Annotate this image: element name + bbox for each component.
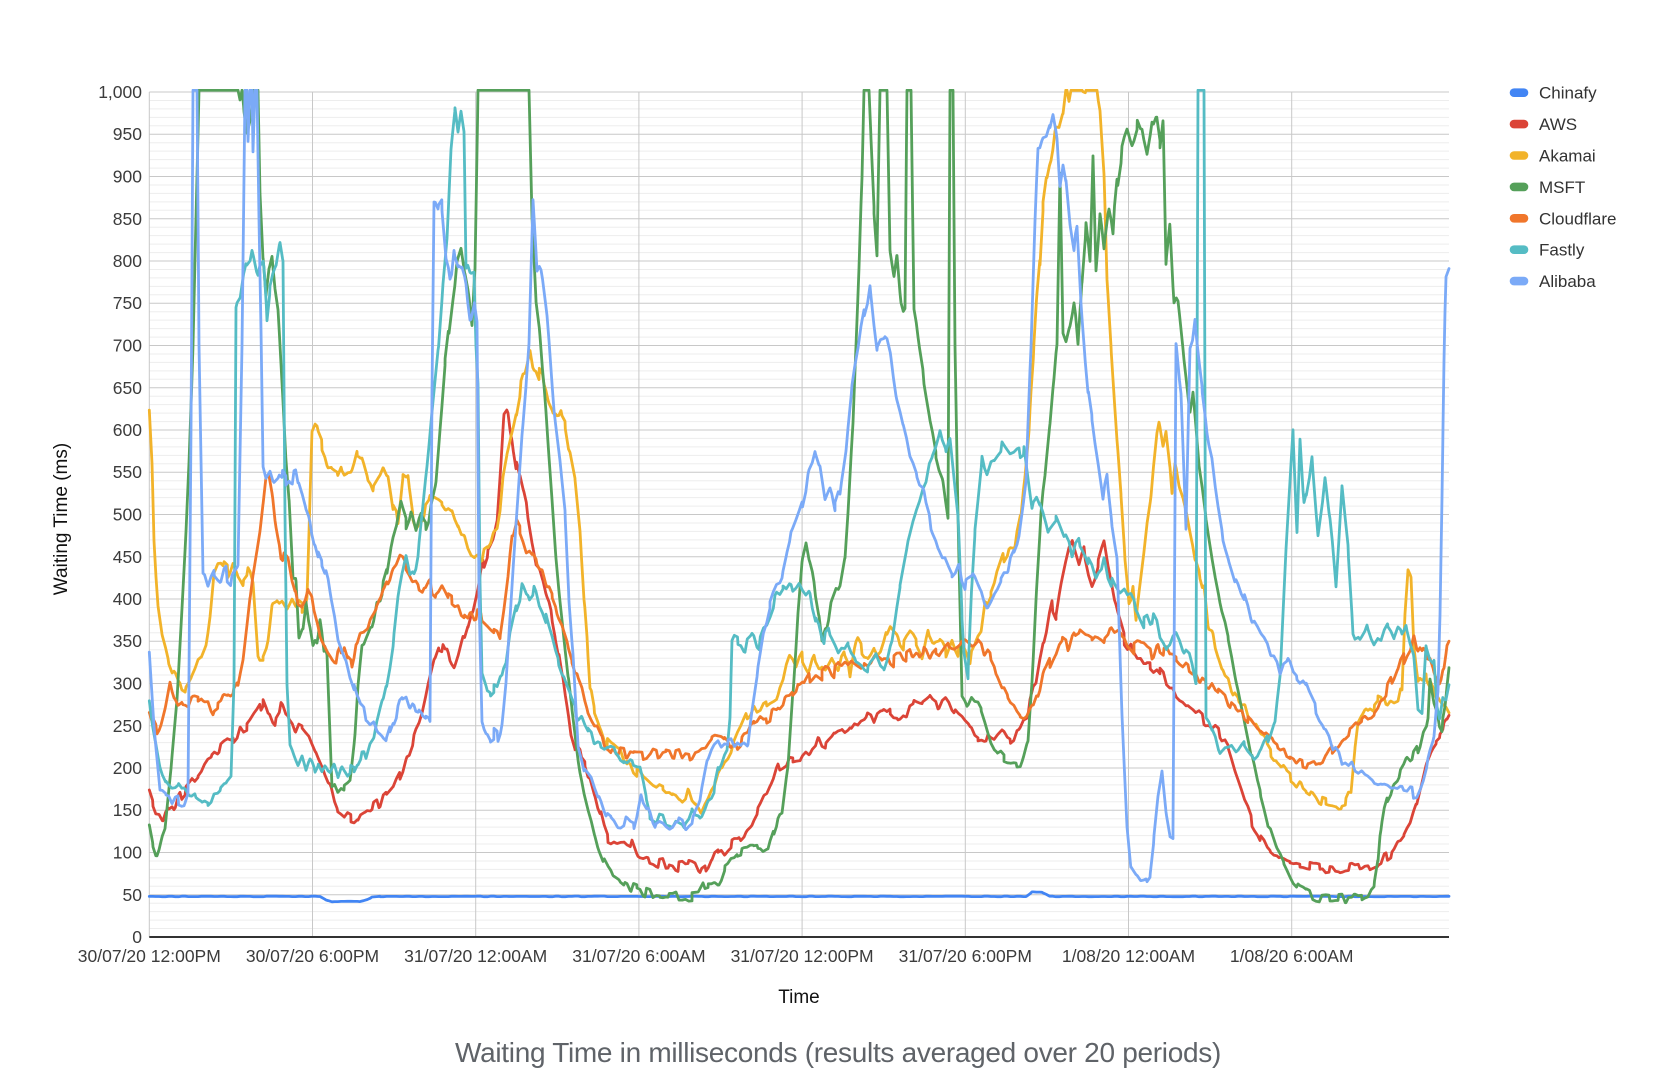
svg-text:300: 300 xyxy=(113,674,142,694)
svg-text:0: 0 xyxy=(132,927,142,947)
svg-text:MSFT: MSFT xyxy=(1539,178,1585,197)
svg-text:500: 500 xyxy=(113,505,142,525)
svg-text:950: 950 xyxy=(113,124,142,144)
svg-text:31/07/20 12:00PM: 31/07/20 12:00PM xyxy=(731,946,874,966)
svg-text:30/07/20 12:00PM: 30/07/20 12:00PM xyxy=(78,946,221,966)
svg-text:200: 200 xyxy=(113,758,142,778)
svg-text:Waiting Time in milliseconds (: Waiting Time in milliseconds (results av… xyxy=(455,1037,1221,1068)
svg-text:1/08/20 12:00AM: 1/08/20 12:00AM xyxy=(1062,946,1195,966)
svg-text:30/07/20 6:00PM: 30/07/20 6:00PM xyxy=(246,946,379,966)
svg-text:Alibaba: Alibaba xyxy=(1539,272,1596,291)
svg-text:31/07/20 6:00AM: 31/07/20 6:00AM xyxy=(572,946,705,966)
svg-text:900: 900 xyxy=(113,167,142,187)
svg-text:350: 350 xyxy=(113,631,142,651)
svg-text:AWS: AWS xyxy=(1539,115,1577,134)
svg-text:Cloudflare: Cloudflare xyxy=(1539,209,1617,228)
svg-text:Chinafy: Chinafy xyxy=(1539,84,1597,103)
svg-text:1/08/20 6:00AM: 1/08/20 6:00AM xyxy=(1230,946,1354,966)
svg-text:31/07/20 12:00AM: 31/07/20 12:00AM xyxy=(404,946,547,966)
svg-text:Waiting Time (ms): Waiting Time (ms) xyxy=(51,443,72,595)
svg-text:50: 50 xyxy=(123,885,143,905)
svg-text:600: 600 xyxy=(113,420,142,440)
svg-text:850: 850 xyxy=(113,209,142,229)
svg-text:150: 150 xyxy=(113,800,142,820)
svg-text:100: 100 xyxy=(113,843,142,863)
svg-text:800: 800 xyxy=(113,251,142,271)
svg-text:Time: Time xyxy=(778,987,820,1008)
svg-text:31/07/20 6:00PM: 31/07/20 6:00PM xyxy=(899,946,1032,966)
svg-text:550: 550 xyxy=(113,462,142,482)
svg-text:1,000: 1,000 xyxy=(98,82,142,102)
svg-text:750: 750 xyxy=(113,293,142,313)
svg-text:400: 400 xyxy=(113,589,142,609)
svg-text:450: 450 xyxy=(113,547,142,567)
svg-text:Fastly: Fastly xyxy=(1539,241,1585,260)
svg-text:250: 250 xyxy=(113,716,142,736)
svg-text:650: 650 xyxy=(113,378,142,398)
svg-text:700: 700 xyxy=(113,336,142,356)
svg-text:Akamai: Akamai xyxy=(1539,147,1596,166)
